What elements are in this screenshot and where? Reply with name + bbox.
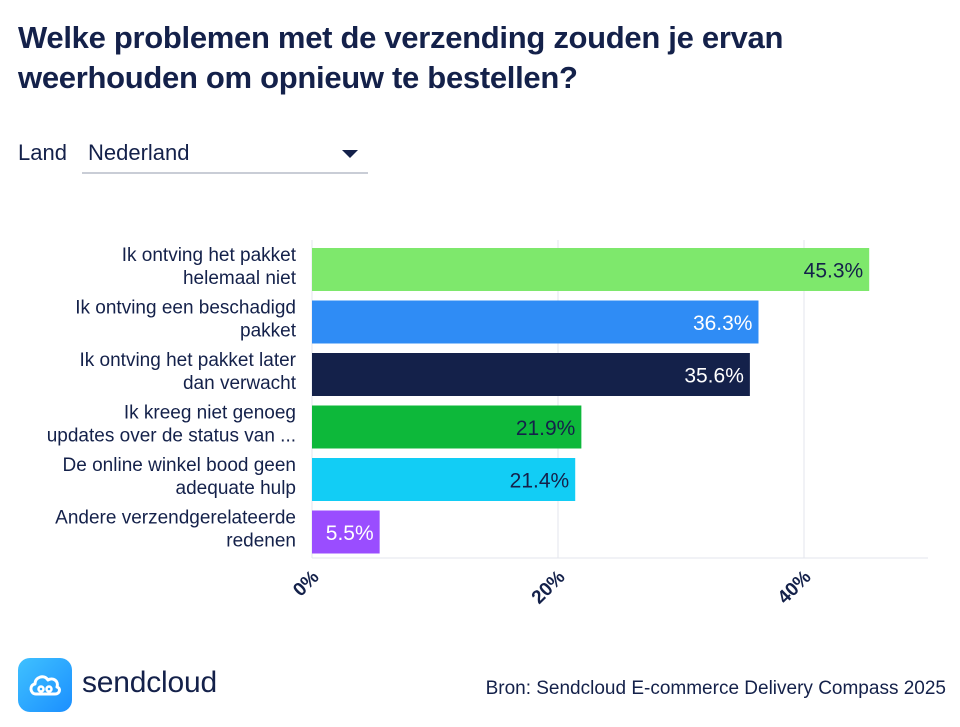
category-label: redenen xyxy=(226,531,296,552)
category-label: De online winkel bood geen xyxy=(63,455,296,476)
dropdown-value: Nederland xyxy=(88,140,190,165)
x-tick-label: 40% xyxy=(774,567,816,609)
category-label: updates over de status van ... xyxy=(47,426,296,447)
category-label: helemaal niet xyxy=(183,268,297,289)
sendcloud-logo xyxy=(18,658,72,712)
chevron-down-icon xyxy=(342,150,358,158)
bar xyxy=(312,405,582,449)
bar xyxy=(312,458,576,501)
bar-value-label: 36.3% xyxy=(693,312,753,335)
bars: 45.3% 36.3% 35.6% 21.9% 21.4% 5.5% xyxy=(312,248,870,554)
x-tick-label: 0% xyxy=(289,567,323,601)
source-note: Bron: Sendcloud E-commerce Delivery Comp… xyxy=(485,678,946,699)
bar xyxy=(312,300,759,344)
bar xyxy=(312,353,750,396)
grid-lines xyxy=(311,240,928,559)
x-tick-label: 20% xyxy=(528,567,570,609)
filter-label: Land xyxy=(18,140,67,165)
category-label: Andere verzendgerelateerde xyxy=(55,508,296,529)
x-axis-ticks: 0% 20% 40% xyxy=(289,567,815,609)
category-label: pakket xyxy=(240,321,297,342)
bar-value-label: 45.3% xyxy=(804,260,864,283)
category-label: adequate hulp xyxy=(176,478,296,499)
cloud-icon xyxy=(29,675,61,696)
bar xyxy=(312,510,380,554)
chart-title: Welke problemen met de verzending zouden… xyxy=(18,20,784,95)
country-dropdown[interactable]: Nederland xyxy=(82,134,368,174)
bar-value-label: 21.4% xyxy=(510,470,570,493)
category-label: Ik ontving het pakket later xyxy=(79,350,296,371)
bar-chart: 45.3% 36.3% 35.6% 21.9% 21.4% 5.5% Ik ontving… xyxy=(47,240,928,609)
category-label: Ik kreeg niet genoeg xyxy=(124,403,296,424)
category-label: dan verwacht xyxy=(183,373,297,394)
category-label: Ik ontving een beschadigd xyxy=(75,298,296,319)
bar-value-label: 21.9% xyxy=(516,417,576,440)
brand-name: sendcloud xyxy=(82,666,217,699)
category-label: Ik ontving het pakket xyxy=(122,245,297,266)
bar xyxy=(312,248,870,291)
bar-value-label: 5.5% xyxy=(326,522,374,545)
bar-value-label: 35.6% xyxy=(684,365,744,388)
